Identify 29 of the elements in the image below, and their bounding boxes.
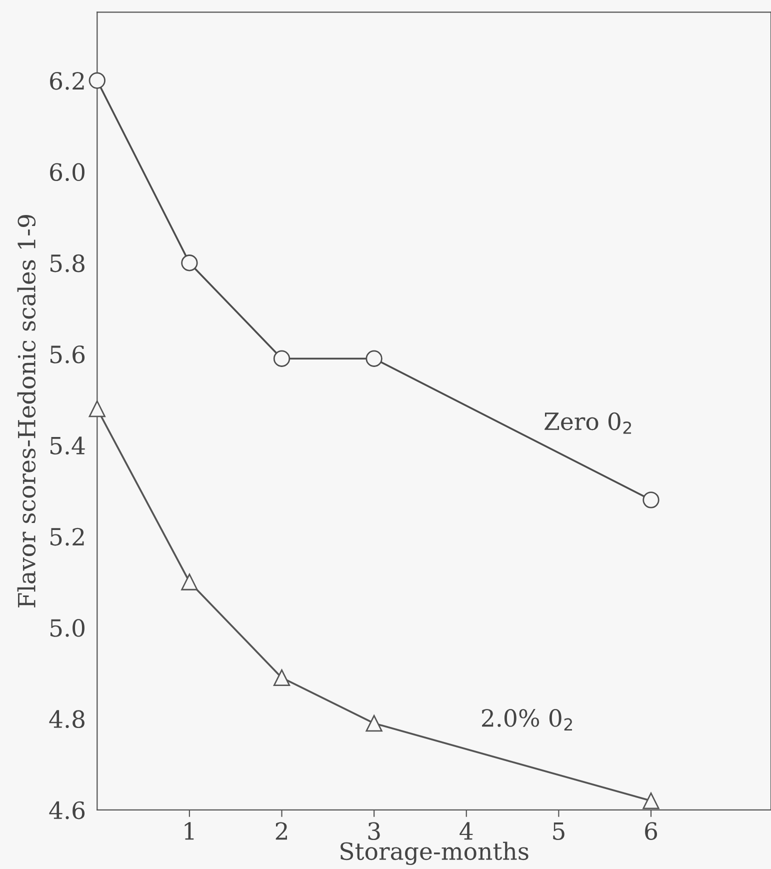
x-tick-label: 5 xyxy=(553,822,564,840)
y-tick-label: 6.2 xyxy=(50,72,84,90)
point xyxy=(88,400,106,418)
y-tick-label: 5.8 xyxy=(50,254,84,272)
point xyxy=(273,669,290,686)
x-tick-label: 3 xyxy=(368,822,380,840)
y-tick-label: 5.2 xyxy=(50,528,84,546)
y-tick-label: 5.6 xyxy=(50,346,85,364)
point xyxy=(181,254,198,272)
y-tick-label: 5.0 xyxy=(50,619,84,637)
y-tick-label: 4.6 xyxy=(49,801,85,820)
point xyxy=(273,350,290,367)
y-tick-label: 4.8 xyxy=(49,710,84,728)
series-label: Zero 0$_{2}$ xyxy=(544,412,632,434)
x-tick-label: 6 xyxy=(645,822,658,840)
x-axis-title: Storage-months xyxy=(340,842,528,865)
y-tick-label: 5.4 xyxy=(50,436,85,455)
series-label: 2.0% 0$_{2}$ xyxy=(482,709,572,730)
point xyxy=(642,792,660,810)
y-tick-label: 6.0 xyxy=(50,163,84,182)
point xyxy=(366,350,382,367)
point xyxy=(88,72,106,89)
point xyxy=(366,714,382,732)
point xyxy=(181,574,198,590)
x-tick-label: 1 xyxy=(184,822,194,840)
x-tick-label: 2 xyxy=(276,822,287,840)
point xyxy=(642,492,660,508)
y-axis-title: Flavor scores-Hedonic scales 1-9 xyxy=(17,215,36,608)
x-tick-label: 4 xyxy=(460,822,473,840)
